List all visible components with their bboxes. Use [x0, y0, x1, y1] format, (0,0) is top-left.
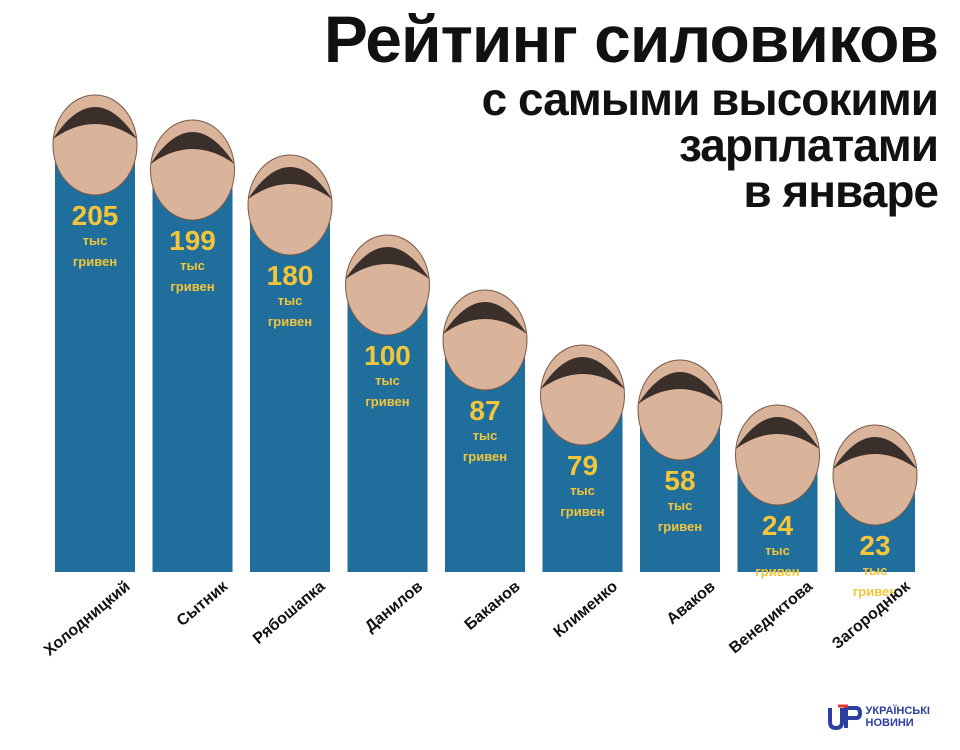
value-unit-1: тыс: [570, 483, 595, 498]
logo-line-2: НОВИНИ: [865, 717, 914, 729]
bar: [347, 290, 428, 572]
title-line-3: зарплатами: [679, 119, 939, 171]
bar: [55, 150, 135, 572]
value-unit-2: гривен: [365, 394, 409, 409]
portrait-hair: [735, 417, 820, 449]
logo-line-1: УКРАЇНСЬКІ: [865, 705, 930, 717]
value-label: 58: [664, 465, 695, 496]
category-label: Венедиктова: [726, 578, 816, 657]
portrait-hair: [638, 372, 722, 404]
value-unit-1: тыс: [765, 543, 790, 558]
value-unit-1: тыс: [375, 373, 400, 388]
value-label: 199: [169, 225, 216, 256]
value-unit-2: гривен: [170, 279, 214, 294]
bar-group: 180 тыс гривен Рябошапка: [247, 154, 333, 648]
un-logo-icon: [827, 704, 862, 731]
portrait-hair: [540, 357, 625, 389]
value-unit-1: тыс: [83, 233, 108, 248]
value-unit-1: тыс: [473, 428, 498, 443]
value-unit-2: гривен: [853, 584, 897, 599]
title-line-1: Рейтинг силовиков: [323, 2, 939, 76]
value-label: 23: [859, 530, 890, 561]
bar-group: 87 тыс гривен Баканов: [442, 289, 528, 634]
title-line-4: в январе: [743, 165, 939, 217]
value-unit-2: гривен: [560, 504, 604, 519]
value-unit-1: тыс: [863, 563, 888, 578]
category-label: Баканов: [462, 578, 524, 634]
bar: [152, 175, 233, 572]
category-label: Клименко: [551, 578, 622, 641]
bar-group: 205 тыс гривен Холодницкий: [41, 94, 138, 660]
value-label: 205: [72, 200, 119, 231]
portrait-hair: [53, 107, 137, 139]
value-unit-2: гривен: [658, 519, 702, 534]
category-label: Данилов: [362, 578, 426, 636]
value-label: 87: [469, 395, 500, 426]
portrait-hair: [443, 302, 527, 334]
portrait-hair: [833, 437, 917, 469]
value-label: 100: [364, 340, 411, 371]
portrait-hair: [150, 132, 235, 164]
value-unit-2: гривен: [73, 254, 117, 269]
title-line-2: с самыми высокими: [481, 73, 939, 125]
value-unit-2: гривен: [463, 449, 507, 464]
category-label: Аваков: [664, 578, 719, 628]
value-label: 24: [762, 510, 794, 541]
publisher-logo: УКРАЇНСЬКІ НОВИНИ: [826, 702, 930, 732]
value-label: 180: [267, 260, 314, 291]
value-unit-2: гривен: [755, 564, 799, 579]
value-unit-1: тыс: [180, 258, 205, 273]
value-label: 79: [567, 450, 598, 481]
portrait-hair: [248, 167, 332, 199]
category-label: Сытник: [174, 577, 232, 630]
bar-group: 199 тыс гривен Сытник: [150, 119, 235, 630]
value-unit-1: тыс: [278, 293, 303, 308]
category-label: Холодницкий: [41, 578, 134, 659]
chart-title: Рейтинг силовиков с самыми высокими зарп…: [323, 2, 939, 217]
portrait-hair: [345, 247, 430, 279]
value-unit-2: гривен: [268, 314, 312, 329]
category-label: Рябошапка: [250, 578, 329, 648]
bar-group: 58 тыс гривен Аваков: [637, 359, 723, 628]
bar-group: 79 тыс гривен Клименко: [540, 344, 625, 641]
bar-group: 100 тыс гривен Данилов: [345, 234, 430, 636]
value-unit-1: тыс: [668, 498, 693, 513]
bar: [250, 210, 330, 572]
